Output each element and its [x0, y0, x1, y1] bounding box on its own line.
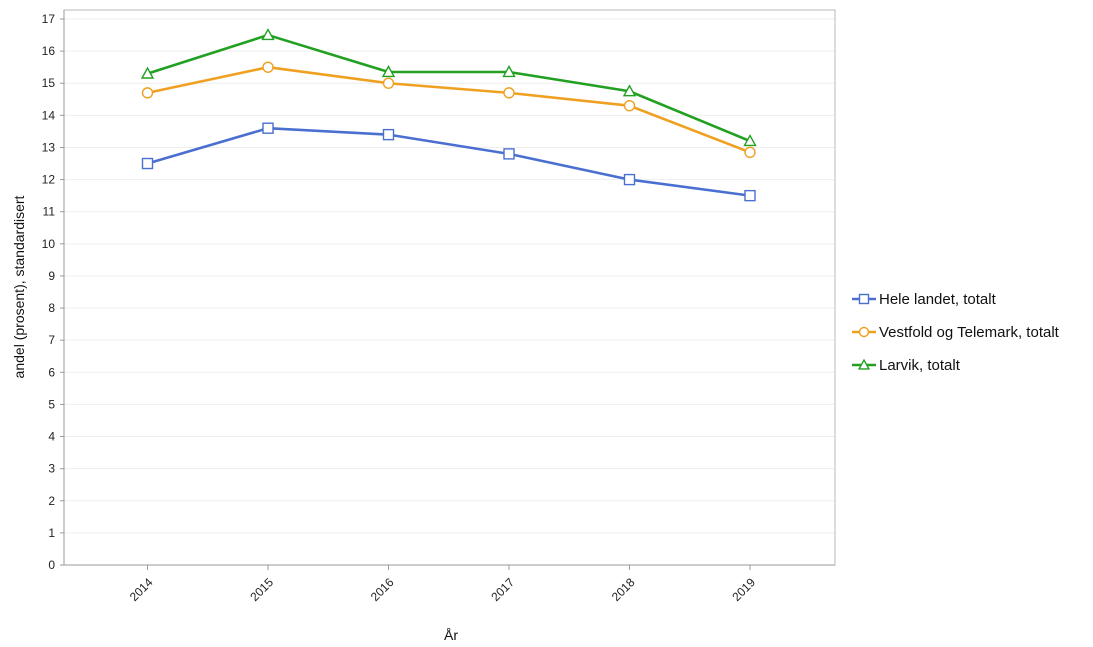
y-tick-label: 10 — [42, 237, 56, 251]
y-tick-label: 7 — [48, 333, 55, 347]
series-line — [147, 33, 751, 143]
y-tick-label: 15 — [42, 76, 56, 90]
y-tick-label: 8 — [48, 301, 55, 315]
legend-label: Vestfold og Telemark, totalt — [879, 324, 1060, 341]
y-tick-label: 4 — [48, 430, 55, 444]
square-marker — [382, 128, 395, 141]
triangle-marker — [140, 66, 155, 79]
series-layer — [140, 28, 757, 202]
series-2 — [141, 61, 756, 158]
circle-marker — [744, 146, 756, 158]
square-marker — [858, 293, 870, 305]
circle-marker — [382, 77, 395, 89]
legend: Hele landet, totalt Vestfold og Telemark,… — [852, 291, 1060, 374]
series-line — [147, 126, 751, 197]
square-marker — [141, 157, 154, 170]
circle-marker — [858, 326, 870, 338]
y-tick-label: 2 — [48, 494, 55, 508]
y-tick-label: 5 — [48, 397, 55, 411]
series-line — [147, 65, 751, 154]
y-tick-label: 12 — [42, 173, 56, 187]
triangle-marker — [381, 65, 396, 78]
triangle-marker — [502, 65, 516, 78]
gridlines — [64, 18, 835, 534]
legend-item: Vestfold og Telemark, totalt — [852, 324, 1060, 341]
legend-label: Larvik, totalt — [879, 357, 961, 374]
square-marker — [503, 148, 515, 160]
circle-marker — [503, 87, 515, 99]
circle-marker — [623, 100, 636, 112]
y-tick-label: 3 — [48, 462, 55, 476]
x-axis-title: År — [444, 627, 458, 643]
square-marker — [262, 122, 274, 134]
series-3 — [140, 28, 757, 147]
y-tick-label: 14 — [42, 108, 56, 122]
y-tick-label: 0 — [48, 558, 55, 572]
series-1 — [141, 122, 756, 202]
square-marker — [623, 173, 636, 186]
y-tick-label: 17 — [42, 12, 56, 26]
y-tick-label: 1 — [48, 526, 55, 540]
legend-label: Hele landet, totalt — [879, 291, 997, 308]
y-tick-label: 16 — [42, 44, 56, 58]
circle-marker — [141, 87, 154, 99]
triangle-marker — [743, 134, 757, 147]
y-tick-label: 9 — [48, 269, 55, 283]
triangle-marker — [857, 358, 871, 370]
square-marker — [744, 189, 756, 202]
y-tick-label: 13 — [42, 140, 56, 154]
y-tick-label: 11 — [43, 205, 56, 219]
legend-item: Larvik, totalt — [852, 357, 961, 374]
y-axis-title: andel (prosent), standardisert — [11, 195, 27, 378]
y-tick-label: 6 — [48, 365, 55, 379]
legend-item: Hele landet, totalt — [852, 291, 997, 308]
triangle-marker — [622, 84, 637, 97]
triangle-marker — [261, 28, 275, 41]
circle-marker — [262, 61, 274, 73]
